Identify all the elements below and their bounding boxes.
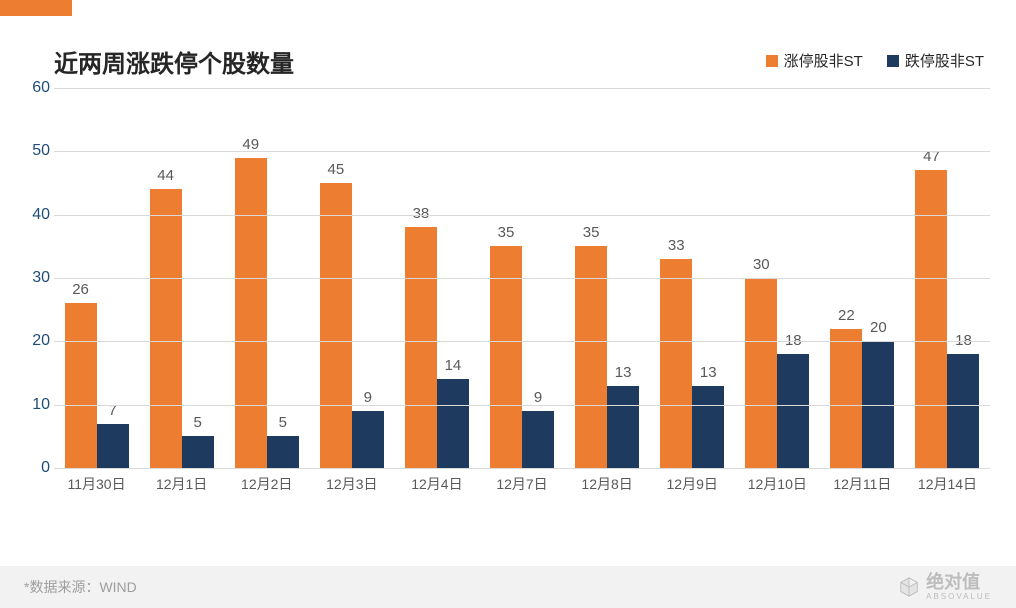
x-tick: 12月8日 <box>565 474 650 494</box>
bar-up: 38 <box>405 227 437 468</box>
bar-value-label: 22 <box>838 307 855 324</box>
bar-down: 13 <box>692 386 724 468</box>
legend: 涨停股非ST 跌停股非ST <box>766 50 984 71</box>
bar-value-label: 26 <box>72 281 89 298</box>
bar-down: 9 <box>352 411 384 468</box>
y-tick: 0 <box>41 459 50 477</box>
x-tick: 12月14日 <box>905 474 990 494</box>
grid-line <box>54 468 990 469</box>
x-tick: 12月11日 <box>820 474 905 494</box>
bar-value-label: 14 <box>445 357 462 374</box>
bar-value-label: 13 <box>700 364 717 381</box>
grid-line <box>54 88 990 89</box>
bar-value-label: 45 <box>327 161 344 178</box>
y-tick: 40 <box>32 206 50 224</box>
corner-accent <box>0 0 72 16</box>
bar-down: 5 <box>267 436 299 468</box>
bar-up: 26 <box>65 303 97 468</box>
grid-line <box>54 341 990 342</box>
grid-line <box>54 215 990 216</box>
bar-value-label: 44 <box>157 167 174 184</box>
x-tick: 12月3日 <box>309 474 394 494</box>
x-tick: 12月4日 <box>394 474 479 494</box>
bar-up: 49 <box>235 158 267 468</box>
logo-sub: ABSOVALUE <box>926 593 992 601</box>
bar-up: 35 <box>575 246 607 468</box>
bar-value-label: 20 <box>870 319 887 336</box>
bar-value-label: 30 <box>753 256 770 273</box>
bar-value-label: 5 <box>193 414 201 431</box>
bar-up: 30 <box>745 278 777 468</box>
logo-main: 绝对值 <box>926 573 980 593</box>
chart-title: 近两周涨跌停个股数量 <box>54 44 294 79</box>
y-tick: 10 <box>32 396 50 414</box>
bar-down: 18 <box>947 354 979 468</box>
bar-value-label: 49 <box>242 136 259 153</box>
bar-value-label: 9 <box>364 389 372 406</box>
legend-item-down: 跌停股非ST <box>887 50 984 71</box>
grid-line <box>54 405 990 406</box>
bar-down: 9 <box>522 411 554 468</box>
legend-item-up: 涨停股非ST <box>766 50 863 71</box>
bar-down: 13 <box>607 386 639 468</box>
bar-down: 5 <box>182 436 214 468</box>
x-tick: 11月30日 <box>54 474 139 494</box>
bar-up: 22 <box>830 329 862 468</box>
grid-line <box>54 278 990 279</box>
bar-down: 7 <box>97 424 129 468</box>
x-axis: 11月30日12月1日12月2日12月3日12月4日12月7日12月8日12月9… <box>54 474 990 494</box>
footer: *数据来源：WIND 绝对值 ABSOVALUE <box>0 566 1016 608</box>
legend-label: 跌停股非ST <box>905 50 984 71</box>
swatch-icon <box>766 55 778 67</box>
x-tick: 12月10日 <box>735 474 820 494</box>
plot-area: 0102030405060 26744549545938143593513331… <box>54 88 990 468</box>
chart-header: 近两周涨跌停个股数量 涨停股非ST 跌停股非ST <box>20 44 996 88</box>
grid-line <box>54 151 990 152</box>
cube-icon <box>898 576 920 598</box>
chart-container: 近两周涨跌停个股数量 涨停股非ST 跌停股非ST 0 10 20 30 40 50 60 26… <box>20 44 996 524</box>
x-tick: 12月2日 <box>224 474 309 494</box>
y-tick: 60 <box>32 79 50 97</box>
bar-up: 44 <box>150 189 182 468</box>
bar-value-label: 33 <box>668 237 685 254</box>
x-tick: 12月7日 <box>479 474 564 494</box>
bar-up: 35 <box>490 246 522 468</box>
bar-value-label: 9 <box>534 389 542 406</box>
legend-label: 涨停股非ST <box>784 50 863 71</box>
bar-up: 33 <box>660 259 692 468</box>
bar-value-label: 35 <box>583 224 600 241</box>
y-axis: 0102030405060 <box>20 88 54 468</box>
x-tick: 12月1日 <box>139 474 224 494</box>
swatch-icon <box>887 55 899 67</box>
bar-value-label: 5 <box>279 414 287 431</box>
bar-value-label: 35 <box>498 224 515 241</box>
logo: 绝对值 ABSOVALUE <box>898 573 992 601</box>
source-text: *数据来源：WIND <box>24 577 137 597</box>
y-tick: 20 <box>32 332 50 350</box>
x-tick: 12月9日 <box>650 474 735 494</box>
y-tick: 50 <box>32 142 50 160</box>
y-tick: 30 <box>32 269 50 287</box>
bar-value-label: 13 <box>615 364 632 381</box>
bar-down: 14 <box>437 379 469 468</box>
bar-up: 45 <box>320 183 352 468</box>
bar-down: 18 <box>777 354 809 468</box>
